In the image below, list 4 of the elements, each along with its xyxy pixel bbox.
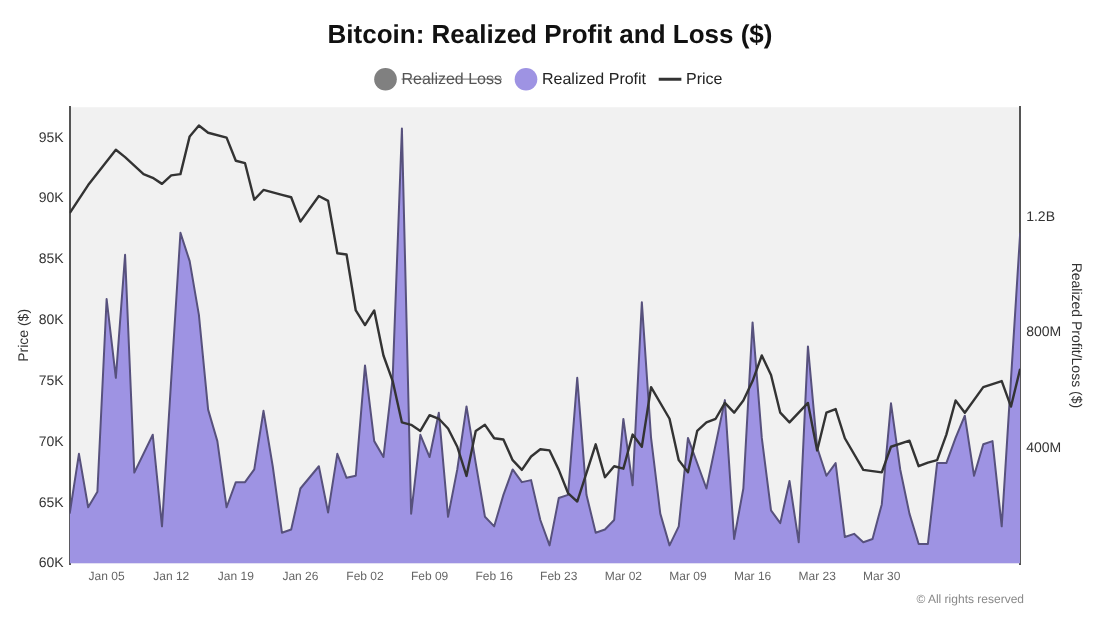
legend-label: Realized Profit (542, 69, 648, 88)
chart-title: Bitcoin: Realized Profit and Loss ($) (327, 18, 773, 49)
legend-label: Price (686, 69, 724, 88)
legend-label: Realized Loss (401, 69, 502, 88)
